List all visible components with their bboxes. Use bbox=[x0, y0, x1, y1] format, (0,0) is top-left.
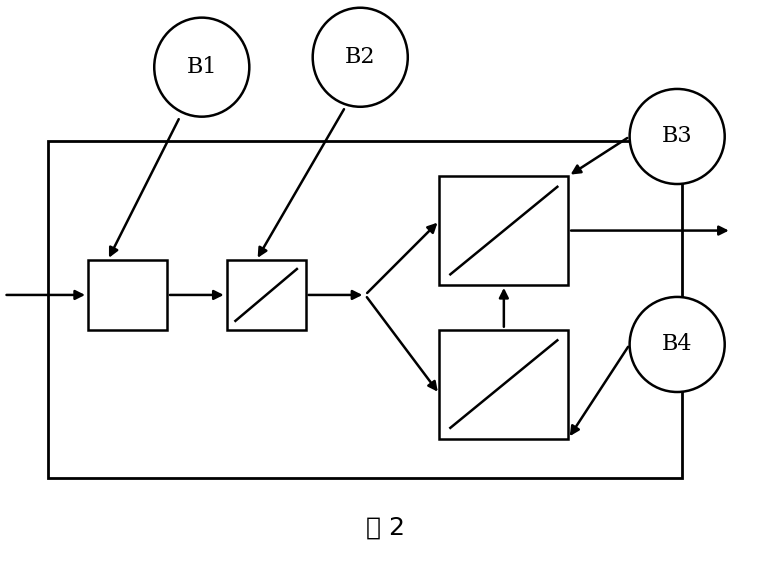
Text: B1: B1 bbox=[186, 56, 217, 78]
Text: B4: B4 bbox=[662, 334, 692, 355]
Ellipse shape bbox=[313, 8, 408, 107]
Ellipse shape bbox=[630, 297, 725, 392]
Bar bbox=[440, 176, 568, 285]
Text: 图 2: 图 2 bbox=[366, 516, 404, 540]
Text: B2: B2 bbox=[345, 46, 376, 68]
Bar bbox=[440, 329, 568, 439]
Text: B3: B3 bbox=[662, 125, 692, 147]
Bar bbox=[88, 260, 167, 329]
Bar bbox=[226, 260, 306, 329]
Ellipse shape bbox=[630, 89, 725, 184]
Bar bbox=[49, 142, 682, 478]
Ellipse shape bbox=[154, 18, 249, 117]
